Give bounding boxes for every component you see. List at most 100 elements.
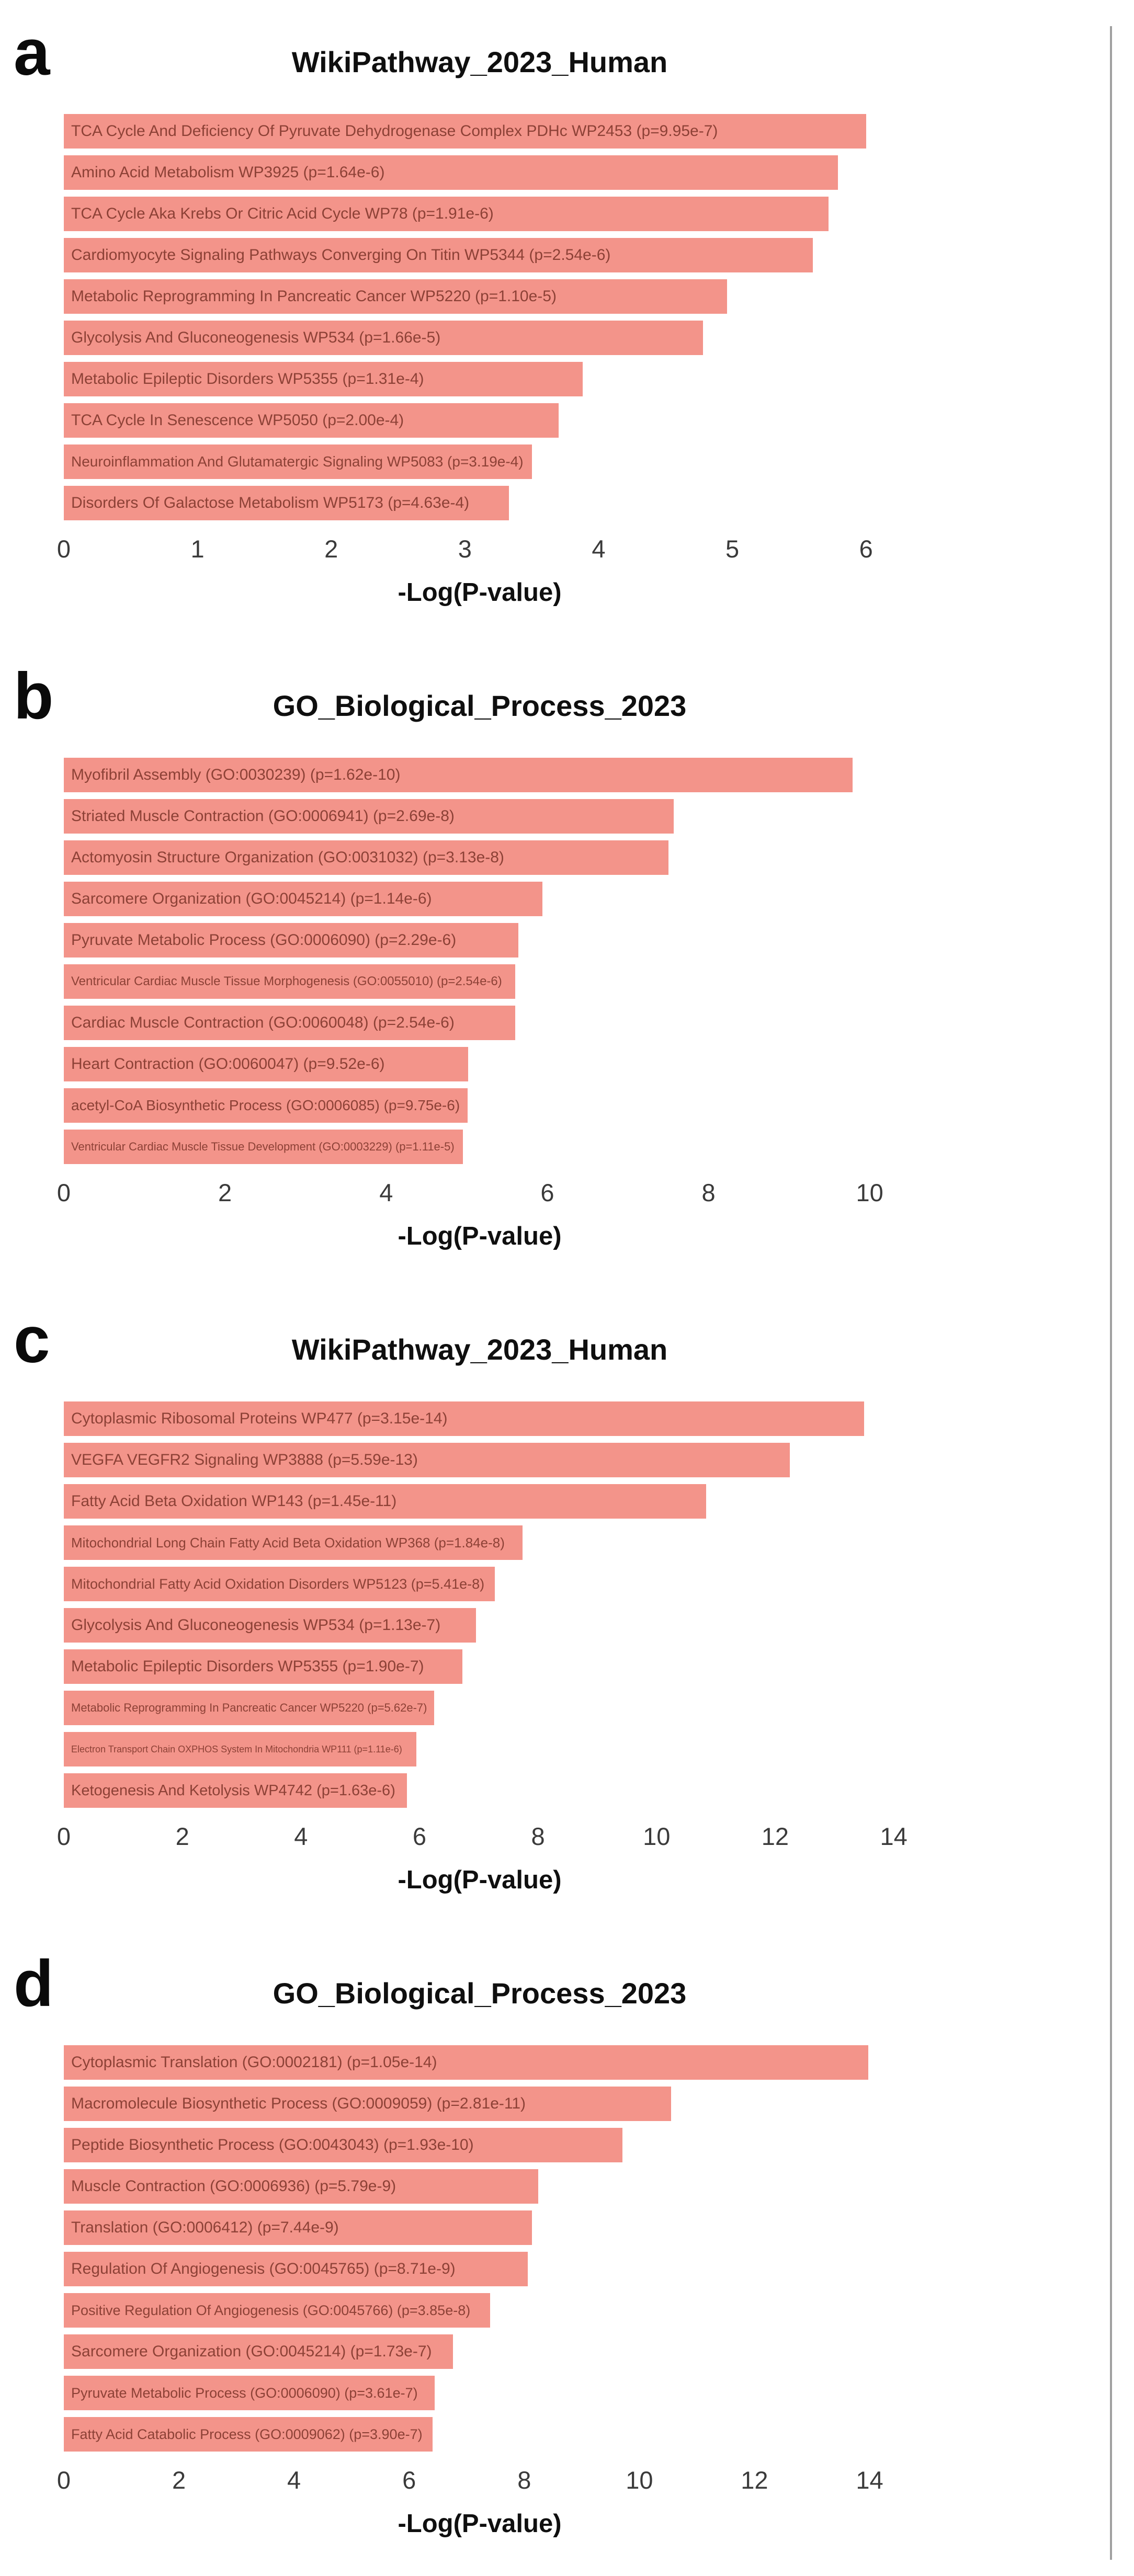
bar-row: Cytoplasmic Ribosomal Proteins WP477 (p=… (64, 1398, 895, 1440)
x-axis-tick-label: 6 (540, 1179, 554, 1206)
panel-letter-b: b (14, 660, 53, 733)
bar-row: Amino Acid Metabolism WP3925 (p=1.64e-6) (64, 152, 895, 193)
panel-a: a WikiPathway_2023_Human TCA Cycle And D… (0, 0, 1134, 644)
bar-label: TCA Cycle In Senescence WP5050 (p=2.00e-… (71, 412, 404, 429)
bar-label: acetyl-CoA Biosynthetic Process (GO:0006… (71, 1097, 460, 1113)
bar-row: Ketogenesis And Ketolysis WP4742 (p=1.63… (64, 1770, 895, 1811)
bar: Sarcomere Organization (GO:0045214) (p=1… (64, 882, 543, 916)
bar: Metabolic Epileptic Disorders WP5355 (p=… (64, 1649, 462, 1684)
x-axis-tick-label: 6 (412, 1822, 427, 1850)
bar: Muscle Contraction (GO:0006936) (p=5.79e… (64, 2169, 538, 2204)
chart-title: GO_Biological_Process_2023 (273, 1977, 687, 2010)
x-axis-tick-label: 3 (458, 535, 472, 563)
bar-row: Neuroinflammation And Glutamatergic Sign… (64, 441, 895, 483)
bar-label: Pyruvate Metabolic Process (GO:0006090) … (71, 931, 457, 949)
bar: Electron Transport Chain OXPHOS System I… (64, 1732, 417, 1766)
bar-row: Ventricular Cardiac Muscle Tissue Morpho… (64, 961, 895, 1002)
x-axis-tick-label: 12 (761, 1822, 789, 1850)
bar-label: Disorders Of Galactose Metabolism WP5173… (71, 494, 470, 511)
bar-row: Translation (GO:0006412) (p=7.44e-9) (64, 2207, 895, 2249)
bar-label: Glycolysis And Gluconeogenesis WP534 (p=… (71, 1616, 441, 1634)
bar-label: Cytoplasmic Ribosomal Proteins WP477 (p=… (71, 1410, 448, 1427)
bar: Neuroinflammation And Glutamatergic Sign… (64, 444, 532, 479)
bar: Amino Acid Metabolism WP3925 (p=1.64e-6) (64, 155, 838, 190)
x-axis-tick-label: 2 (172, 2466, 186, 2494)
bar: Peptide Biosynthetic Process (GO:0043043… (64, 2128, 623, 2162)
bar: Metabolic Reprogramming In Pancreatic Ca… (64, 1691, 435, 1725)
bar-label: Metabolic Reprogramming In Pancreatic Ca… (71, 288, 557, 305)
bar-label: Positive Regulation Of Angiogenesis (GO:… (71, 2302, 471, 2318)
bar-label: VEGFA VEGFR2 Signaling WP3888 (p=5.59e-1… (71, 1451, 418, 1468)
bar: acetyl-CoA Biosynthetic Process (GO:0006… (64, 1088, 468, 1123)
x-axis-tick-label: 10 (643, 1822, 671, 1850)
x-axis-tick-label: 10 (626, 2466, 653, 2494)
bar: Actomyosin Structure Organization (GO:00… (64, 840, 668, 875)
bar-row: Sarcomere Organization (GO:0045214) (p=1… (64, 879, 895, 920)
x-axis-tick-label: 0 (56, 535, 71, 563)
x-axis-ticks: 0 2 4 6 8 10 12 14 (57, 1822, 908, 1853)
bar-row: Heart Contraction (GO:0060047) (p=9.52e-… (64, 1044, 895, 1085)
bar: TCA Cycle In Senescence WP5050 (p=2.00e-… (64, 403, 559, 438)
panel-letter-c: c (14, 1304, 50, 1376)
x-axis-tick-label: 8 (517, 2466, 531, 2494)
bar-label: Regulation Of Angiogenesis (GO:0045765) … (71, 2260, 456, 2277)
x-axis-tick-label: 14 (856, 2466, 883, 2494)
bar-row: Regulation Of Angiogenesis (GO:0045765) … (64, 2249, 895, 2290)
x-axis-ticks: 0 2 4 6 8 10 (57, 1178, 895, 1210)
bar: Disorders Of Galactose Metabolism WP5173… (64, 486, 509, 520)
bar: Glycolysis And Gluconeogenesis WP534 (p=… (64, 1608, 476, 1643)
bar-row: Glycolysis And Gluconeogenesis WP534 (p=… (64, 317, 895, 359)
bar-row: Ventricular Cardiac Muscle Tissue Develo… (64, 1126, 895, 1168)
bar-label: Pyruvate Metabolic Process (GO:0006090) … (71, 2385, 418, 2401)
bar: Metabolic Reprogramming In Pancreatic Ca… (64, 279, 727, 314)
panel-letter-a: a (14, 16, 50, 89)
bar-row: TCA Cycle Aka Krebs Or Citric Acid Cycle… (64, 193, 895, 235)
bar-label: Mitochondrial Long Chain Fatty Acid Beta… (71, 1534, 505, 1551)
panel-d: d GO_Biological_Process_2023 Cytoplasmic… (0, 1931, 1134, 2575)
bar: Cytoplasmic Ribosomal Proteins WP477 (p=… (64, 1401, 864, 1436)
bar-row: TCA Cycle In Senescence WP5050 (p=2.00e-… (64, 400, 895, 441)
bar: Ketogenesis And Ketolysis WP4742 (p=1.63… (64, 1773, 407, 1808)
bar: Positive Regulation Of Angiogenesis (GO:… (64, 2293, 491, 2328)
bar-label: Cytoplasmic Translation (GO:0002181) (p=… (71, 2054, 437, 2071)
bar-area: TCA Cycle And Deficiency Of Pyruvate Deh… (64, 111, 895, 524)
chart-title: WikiPathway_2023_Human (291, 1333, 668, 1366)
bar: VEGFA VEGFR2 Signaling WP3888 (p=5.59e-1… (64, 1443, 790, 1477)
bar-label: Peptide Biosynthetic Process (GO:0043043… (71, 2136, 474, 2153)
x-axis-tick-label: 5 (725, 535, 740, 563)
bar-row: Metabolic Epileptic Disorders WP5355 (p=… (64, 359, 895, 400)
bar-label: Myofibril Assembly (GO:0030239) (p=1.62e… (71, 766, 401, 783)
bar-label: Mitochondrial Fatty Acid Oxidation Disor… (71, 1576, 485, 1592)
bar-label: Metabolic Epileptic Disorders WP5355 (p=… (71, 1658, 424, 1675)
bar: Cardiomyocyte Signaling Pathways Converg… (64, 238, 813, 272)
bar-row: acetyl-CoA Biosynthetic Process (GO:0006… (64, 1085, 895, 1126)
x-axis-tick-label: 8 (531, 1822, 545, 1850)
bar: Pyruvate Metabolic Process (GO:0006090) … (64, 923, 518, 958)
bar-label: Heart Contraction (GO:0060047) (p=9.52e-… (71, 1055, 385, 1073)
bar-area: Cytoplasmic Translation (GO:0002181) (p=… (64, 2042, 895, 2455)
bar-row: VEGFA VEGFR2 Signaling WP3888 (p=5.59e-1… (64, 1440, 895, 1481)
x-axis-tick-label: 0 (56, 1822, 71, 1850)
bar-label: Ventricular Cardiac Muscle Tissue Morpho… (71, 974, 502, 988)
bar: Heart Contraction (GO:0060047) (p=9.52e-… (64, 1047, 469, 1081)
bar: Mitochondrial Fatty Acid Oxidation Disor… (64, 1567, 495, 1601)
bar-row: Fatty Acid Catabolic Process (GO:0009062… (64, 2414, 895, 2455)
bar-label: Striated Muscle Contraction (GO:0006941)… (71, 807, 455, 825)
bar-label: Fatty Acid Beta Oxidation WP143 (p=1.45e… (71, 1492, 397, 1510)
x-axis-tick-label: 1 (190, 535, 205, 563)
bar-label: Amino Acid Metabolism WP3925 (p=1.64e-6) (71, 164, 385, 181)
x-axis-tick-label: 4 (287, 2466, 301, 2494)
bar-label: Actomyosin Structure Organization (GO:00… (71, 849, 504, 866)
bar-label: Metabolic Reprogramming In Pancreatic Ca… (71, 1701, 427, 1714)
bar-row: Metabolic Epileptic Disorders WP5355 (p=… (64, 1646, 895, 1688)
x-axis-tick-label: 0 (56, 1179, 71, 1206)
right-border-line (1110, 26, 1112, 2560)
bar-label: Glycolysis And Gluconeogenesis WP534 (p=… (71, 329, 441, 346)
bar-row: Myofibril Assembly (GO:0030239) (p=1.62e… (64, 755, 895, 796)
bar-label: Neuroinflammation And Glutamatergic Sign… (71, 453, 524, 470)
bar: Striated Muscle Contraction (GO:0006941)… (64, 799, 674, 834)
x-axis-tick-label: 4 (379, 1179, 393, 1206)
bar-label: Electron Transport Chain OXPHOS System I… (71, 1743, 402, 1754)
bar-row: Striated Muscle Contraction (GO:0006941)… (64, 796, 895, 837)
